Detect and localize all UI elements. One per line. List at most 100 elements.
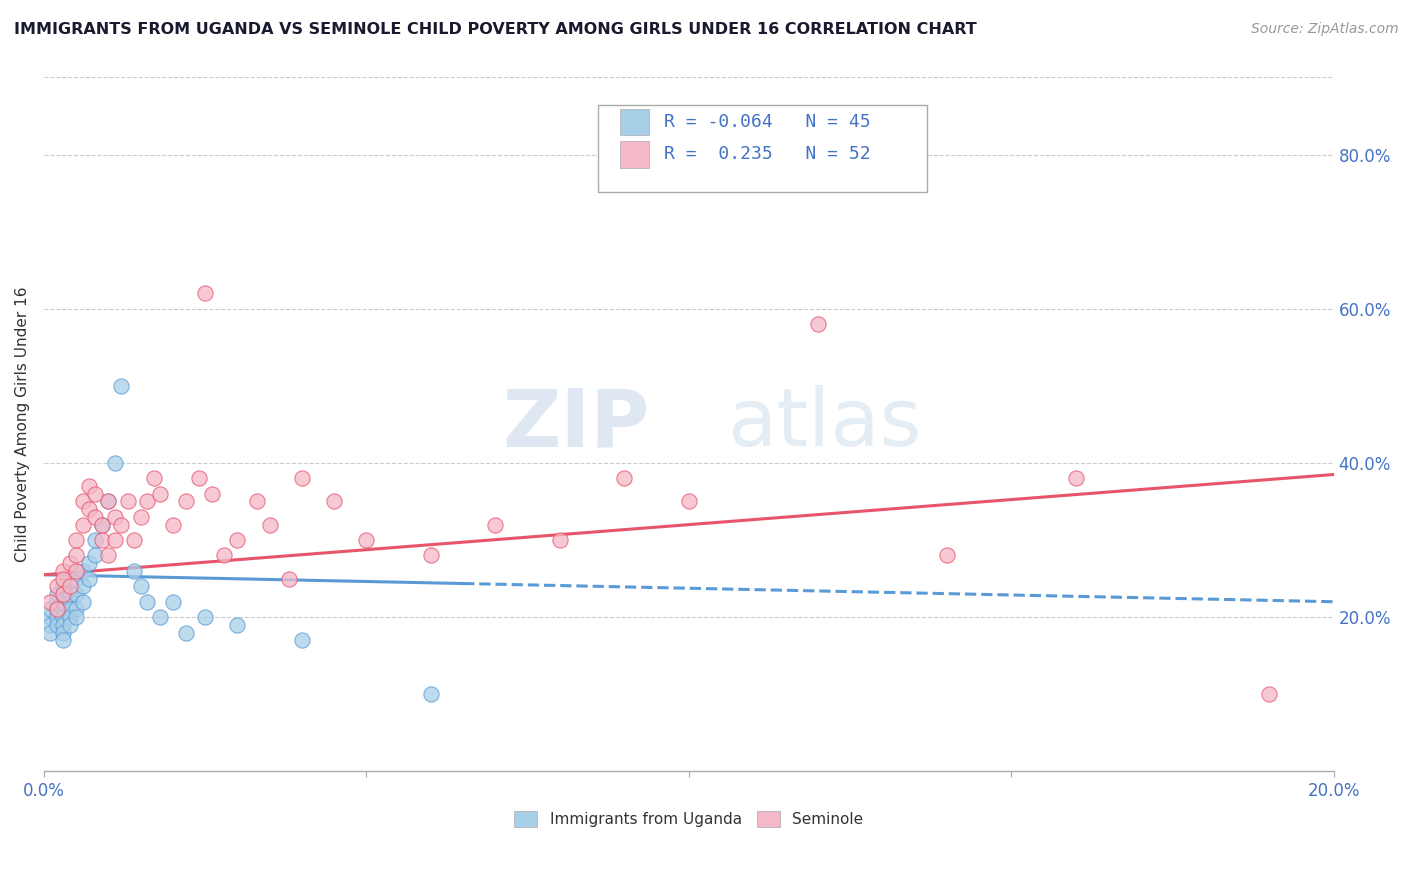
Point	[129, 510, 152, 524]
Point	[59, 602, 82, 616]
Point	[72, 595, 94, 609]
Point	[72, 564, 94, 578]
Point	[110, 517, 132, 532]
Text: ZIP: ZIP	[503, 385, 650, 464]
Point	[65, 572, 87, 586]
Point	[52, 564, 75, 578]
Point	[39, 602, 62, 616]
Text: IMMIGRANTS FROM UGANDA VS SEMINOLE CHILD POVERTY AMONG GIRLS UNDER 16 CORRELATIO: IMMIGRANTS FROM UGANDA VS SEMINOLE CHILD…	[14, 22, 977, 37]
Point	[59, 556, 82, 570]
Point	[356, 533, 378, 547]
Point	[117, 494, 139, 508]
Point	[226, 618, 249, 632]
Point	[59, 595, 82, 609]
Point	[104, 456, 127, 470]
Point	[90, 517, 112, 532]
Text: Source: ZipAtlas.com: Source: ZipAtlas.com	[1251, 22, 1399, 37]
Point	[214, 549, 236, 563]
Point	[194, 610, 217, 624]
Point	[84, 549, 107, 563]
Point	[65, 587, 87, 601]
Point	[142, 471, 165, 485]
Point	[39, 595, 62, 609]
Point	[226, 533, 249, 547]
Point	[45, 595, 67, 609]
Point	[45, 618, 67, 632]
Point	[65, 610, 87, 624]
Point	[97, 494, 120, 508]
Text: R = -0.064   N = 45: R = -0.064 N = 45	[664, 113, 870, 131]
Point	[52, 587, 75, 601]
Point	[77, 572, 100, 586]
Point	[149, 487, 172, 501]
Point	[678, 494, 700, 508]
Point	[104, 533, 127, 547]
Point	[39, 610, 62, 624]
Point	[187, 471, 209, 485]
Point	[59, 618, 82, 632]
Point	[84, 510, 107, 524]
Y-axis label: Child Poverty Among Girls Under 16: Child Poverty Among Girls Under 16	[15, 286, 30, 562]
Point	[200, 487, 222, 501]
Text: atlas: atlas	[727, 385, 922, 464]
Point	[162, 595, 184, 609]
Legend: Immigrants from Uganda, Seminole: Immigrants from Uganda, Seminole	[508, 805, 869, 833]
Point	[72, 579, 94, 593]
Point	[52, 579, 75, 593]
Point	[84, 487, 107, 501]
Point	[65, 602, 87, 616]
Point	[52, 633, 75, 648]
Point	[84, 533, 107, 547]
Point	[807, 317, 830, 331]
Point	[1258, 687, 1281, 701]
Point	[90, 533, 112, 547]
Point	[77, 556, 100, 570]
Point	[65, 564, 87, 578]
Point	[122, 564, 145, 578]
Point	[419, 687, 441, 701]
Point	[39, 625, 62, 640]
Point	[122, 533, 145, 547]
Point	[1064, 471, 1087, 485]
Point	[278, 572, 301, 586]
Point	[52, 610, 75, 624]
Point	[59, 587, 82, 601]
Point	[45, 602, 67, 616]
FancyBboxPatch shape	[620, 141, 648, 168]
Point	[52, 625, 75, 640]
Point	[104, 510, 127, 524]
Point	[90, 517, 112, 532]
Point	[72, 494, 94, 508]
Point	[323, 494, 346, 508]
Point	[291, 633, 314, 648]
Point	[77, 502, 100, 516]
Point	[45, 579, 67, 593]
Point	[45, 610, 67, 624]
Point	[52, 572, 75, 586]
Point	[162, 517, 184, 532]
Point	[548, 533, 571, 547]
Point	[129, 579, 152, 593]
Point	[72, 517, 94, 532]
Point	[259, 517, 281, 532]
Point	[291, 471, 314, 485]
Point	[174, 625, 197, 640]
Point	[419, 549, 441, 563]
Text: R =  0.235   N = 52: R = 0.235 N = 52	[664, 145, 870, 163]
Point	[136, 494, 159, 508]
Point	[246, 494, 269, 508]
Point	[97, 494, 120, 508]
FancyBboxPatch shape	[599, 105, 928, 192]
Point	[136, 595, 159, 609]
Point	[174, 494, 197, 508]
FancyBboxPatch shape	[620, 109, 648, 135]
Point	[65, 549, 87, 563]
Point	[45, 602, 67, 616]
Point	[194, 286, 217, 301]
Point	[45, 587, 67, 601]
Point	[52, 618, 75, 632]
Point	[52, 595, 75, 609]
Point	[65, 533, 87, 547]
Point	[77, 479, 100, 493]
Point	[59, 579, 82, 593]
